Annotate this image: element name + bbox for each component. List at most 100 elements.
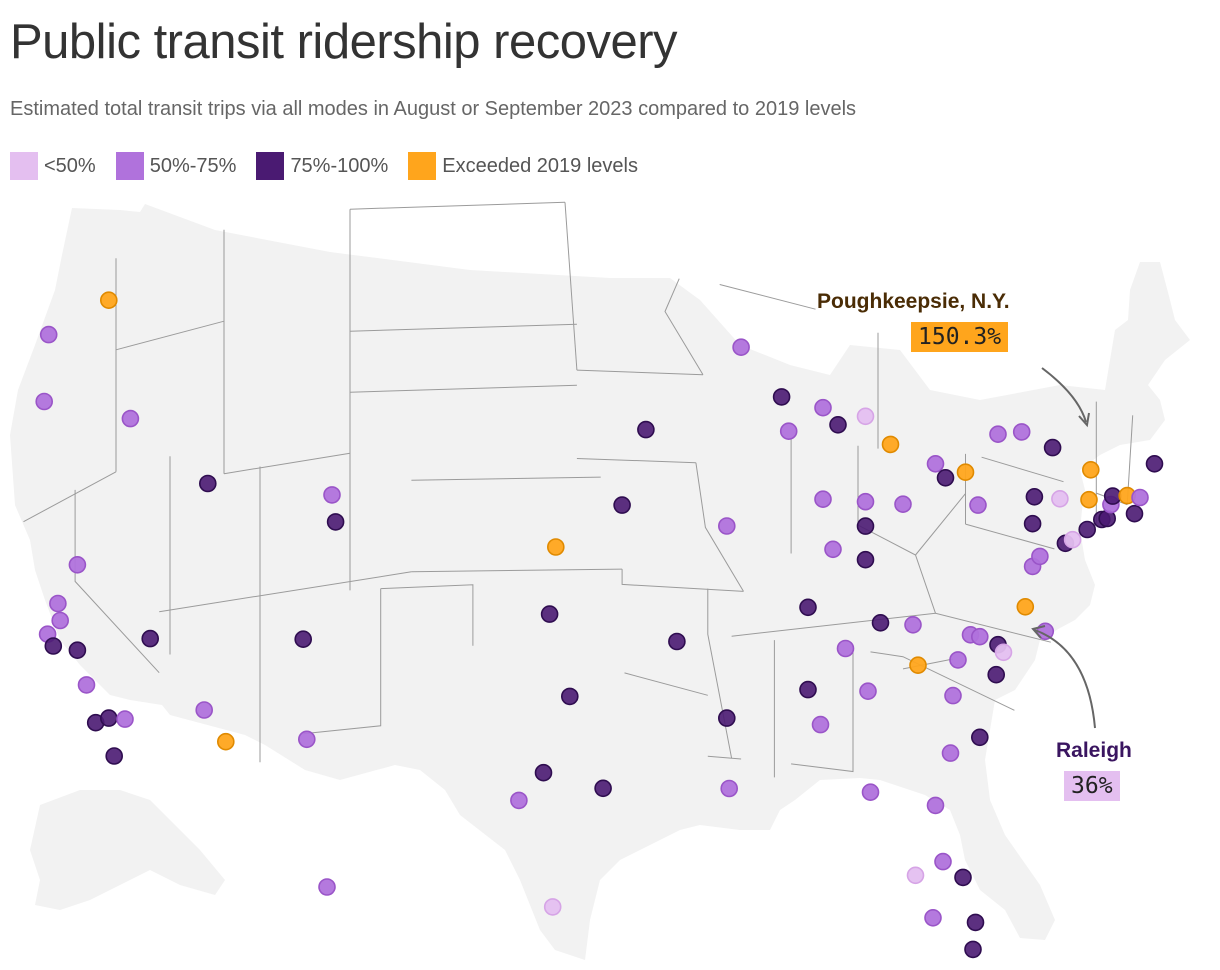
city-dot[interactable]	[779, 422, 798, 441]
state-border-line	[159, 571, 412, 613]
city-dot[interactable]	[100, 709, 118, 727]
city-dot[interactable]	[994, 643, 1013, 662]
city-dot[interactable]	[720, 779, 739, 798]
city-dot[interactable]	[829, 415, 847, 434]
city-dot[interactable]	[49, 594, 67, 613]
city-dot[interactable]	[987, 665, 1006, 684]
city-dot[interactable]	[195, 701, 213, 719]
city-dot[interactable]	[717, 517, 736, 535]
city-dot[interactable]	[924, 908, 942, 927]
city-dot[interactable]	[814, 490, 832, 509]
state-border-line	[664, 278, 704, 376]
state-border-line	[870, 651, 1015, 711]
city-dot[interactable]	[1043, 438, 1062, 457]
city-dot[interactable]	[1125, 504, 1144, 523]
city-dot[interactable]	[836, 639, 855, 658]
city-dot[interactable]	[1145, 454, 1164, 473]
city-dot[interactable]	[956, 463, 975, 482]
city-dot[interactable]	[510, 791, 528, 810]
city-dot[interactable]	[861, 783, 880, 802]
city-dot[interactable]	[926, 796, 945, 815]
city-dot[interactable]	[894, 495, 912, 514]
city-dot[interactable]	[540, 605, 559, 623]
city-dot[interactable]	[989, 425, 1007, 444]
state-border-line	[303, 588, 382, 735]
city-dot[interactable]	[909, 656, 927, 675]
legend-item-50-75: 50%-75%	[115, 152, 236, 180]
city-dot[interactable]	[1103, 487, 1122, 505]
city-dot[interactable]	[105, 747, 123, 765]
city-dot[interactable]	[969, 496, 987, 514]
city-dot[interactable]	[944, 686, 962, 705]
city-dot[interactable]	[51, 611, 70, 630]
city-dot[interactable]	[318, 878, 336, 896]
city-dot[interactable]	[904, 615, 922, 634]
city-dot[interactable]	[326, 513, 345, 531]
city-dot[interactable]	[856, 517, 875, 535]
state-border-line	[707, 755, 742, 760]
city-dot[interactable]	[936, 468, 955, 487]
city-dot[interactable]	[141, 629, 159, 648]
city-dot[interactable]	[856, 550, 875, 569]
city-dot[interactable]	[1051, 489, 1069, 508]
city-dot[interactable]	[799, 680, 817, 699]
city-dot[interactable]	[323, 486, 341, 504]
city-dot[interactable]	[811, 715, 830, 734]
city-dot[interactable]	[560, 687, 579, 706]
city-dot[interactable]	[68, 555, 87, 574]
state-border-line	[411, 476, 601, 481]
city-dot[interactable]	[1025, 487, 1044, 506]
city-dot[interactable]	[613, 496, 631, 514]
city-dot[interactable]	[121, 409, 140, 428]
city-dot[interactable]	[859, 682, 877, 701]
city-dot[interactable]	[964, 940, 982, 959]
city-dot[interactable]	[954, 868, 972, 887]
city-dot[interactable]	[717, 709, 736, 727]
city-dot[interactable]	[824, 540, 842, 559]
city-dot[interactable]	[39, 325, 58, 344]
city-dot[interactable]	[1131, 488, 1149, 507]
city-dot[interactable]	[772, 388, 791, 406]
city-dot[interactable]	[871, 613, 890, 632]
city-dot[interactable]	[1031, 547, 1049, 566]
city-dot[interactable]	[856, 492, 875, 511]
city-dot[interactable]	[77, 676, 96, 694]
city-dot[interactable]	[637, 420, 655, 439]
city-dot[interactable]	[594, 779, 612, 798]
city-dot[interactable]	[799, 598, 817, 617]
city-dot[interactable]	[534, 763, 553, 782]
city-dot[interactable]	[1016, 597, 1035, 616]
city-dot[interactable]	[1063, 530, 1082, 549]
city-dot[interactable]	[294, 630, 313, 649]
city-dot[interactable]	[1080, 490, 1098, 509]
city-dot[interactable]	[44, 637, 63, 655]
city-dot[interactable]	[35, 392, 54, 411]
city-dot[interactable]	[949, 651, 967, 669]
city-dot[interactable]	[668, 632, 686, 651]
city-dot[interactable]	[926, 454, 945, 473]
city-dot[interactable]	[856, 407, 875, 426]
city-dot[interactable]	[116, 710, 134, 728]
state-border-line	[115, 320, 225, 351]
city-dot[interactable]	[970, 627, 989, 646]
city-dot[interactable]	[546, 538, 565, 556]
city-dot[interactable]	[217, 732, 235, 751]
city-dot[interactable]	[881, 435, 900, 454]
city-dot[interactable]	[941, 744, 960, 762]
city-dot[interactable]	[934, 852, 952, 871]
state-border-line	[791, 649, 854, 773]
city-dot[interactable]	[814, 398, 832, 417]
city-dot[interactable]	[100, 291, 118, 310]
city-dot[interactable]	[732, 338, 750, 357]
city-dot[interactable]	[1078, 520, 1096, 539]
city-dot[interactable]	[1082, 460, 1100, 479]
city-dot[interactable]	[966, 913, 985, 932]
city-dot[interactable]	[1023, 514, 1042, 533]
city-dot[interactable]	[68, 641, 87, 660]
city-dot[interactable]	[297, 730, 316, 749]
city-dot[interactable]	[543, 898, 562, 916]
city-dot[interactable]	[906, 866, 925, 885]
city-dot[interactable]	[970, 728, 989, 747]
city-dot[interactable]	[1012, 423, 1031, 441]
city-dot[interactable]	[199, 474, 217, 493]
